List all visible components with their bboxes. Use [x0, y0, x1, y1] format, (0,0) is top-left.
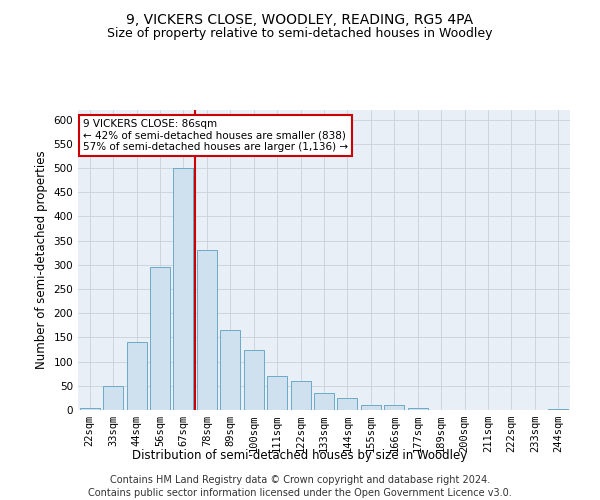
Bar — [244, 350, 263, 410]
Text: 9, VICKERS CLOSE, WOODLEY, READING, RG5 4PA: 9, VICKERS CLOSE, WOODLEY, READING, RG5 … — [127, 12, 473, 26]
Bar — [337, 398, 358, 410]
Bar — [385, 405, 404, 410]
Text: Contains HM Land Registry data © Crown copyright and database right 2024.: Contains HM Land Registry data © Crown c… — [110, 475, 490, 485]
Bar — [267, 376, 287, 410]
Bar — [127, 342, 146, 410]
Text: Distribution of semi-detached houses by size in Woodley: Distribution of semi-detached houses by … — [133, 448, 467, 462]
Bar — [220, 330, 240, 410]
Y-axis label: Number of semi-detached properties: Number of semi-detached properties — [35, 150, 48, 370]
Bar — [197, 250, 217, 410]
Bar — [290, 381, 311, 410]
Text: Size of property relative to semi-detached houses in Woodley: Size of property relative to semi-detach… — [107, 28, 493, 40]
Text: Contains public sector information licensed under the Open Government Licence v3: Contains public sector information licen… — [88, 488, 512, 498]
Text: 9 VICKERS CLOSE: 86sqm
← 42% of semi-detached houses are smaller (838)
57% of se: 9 VICKERS CLOSE: 86sqm ← 42% of semi-det… — [83, 119, 348, 152]
Bar — [103, 386, 123, 410]
Bar — [150, 268, 170, 410]
Bar — [408, 408, 428, 410]
Bar — [361, 405, 381, 410]
Bar — [548, 408, 568, 410]
Bar — [80, 408, 100, 410]
Bar — [173, 168, 193, 410]
Bar — [314, 393, 334, 410]
